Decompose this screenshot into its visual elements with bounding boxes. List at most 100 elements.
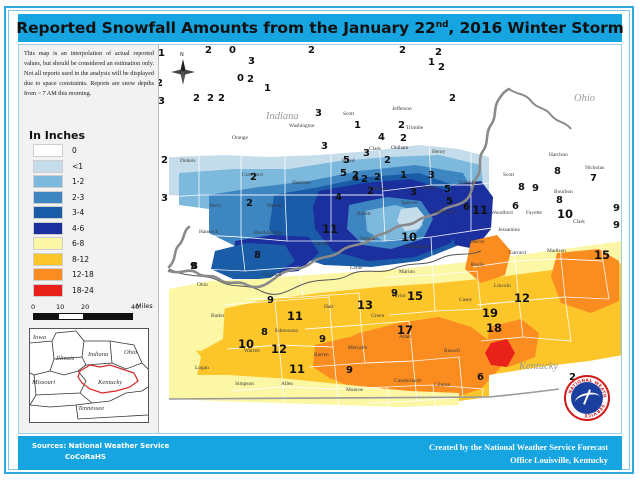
- county-label: Warren: [244, 348, 260, 354]
- snow-report-value: 2: [352, 170, 359, 181]
- legend-row: 6-8: [33, 236, 143, 252]
- snow-report-value: 2: [400, 133, 407, 144]
- snow-report-value: 2: [308, 45, 315, 56]
- county-label: Cumberland: [394, 378, 421, 384]
- county-label: Clark: [573, 219, 585, 225]
- snow-report-value: 9: [319, 334, 326, 345]
- snow-report-value: 17: [397, 323, 414, 337]
- snow-report-value: 3: [321, 141, 328, 152]
- snow-report-value: 9: [391, 288, 398, 299]
- scale-tick: 0: [31, 303, 36, 311]
- county-label: Harrison: [292, 180, 311, 186]
- county-label: Lincoln: [494, 283, 511, 289]
- sources-block: Sources: National Weather Service CoCoRa…: [32, 441, 169, 463]
- inset-state-tennessee: Tennessee: [78, 405, 105, 412]
- snow-report-value: 8: [554, 166, 561, 177]
- legend-label: 0: [72, 146, 77, 156]
- snow-report-value: 4: [378, 132, 385, 143]
- title-bar: Reported Snowfall Amounts from the Janua…: [16, 14, 624, 42]
- snow-report-value: 4: [352, 173, 359, 184]
- snow-report-value: 9: [613, 220, 620, 231]
- credit-line-2: Office Louisville, Kentucky: [510, 456, 608, 466]
- snow-report-value: 1: [428, 57, 435, 68]
- snow-report-value: 2: [384, 155, 391, 166]
- snow-report-value: 6: [512, 201, 519, 212]
- county-label: Hardin: [314, 241, 329, 247]
- credit-line-1: Created by the National Weather Service …: [429, 443, 608, 452]
- county-label: Meade: [267, 203, 282, 209]
- county-label: Dubois: [180, 158, 196, 164]
- county-label: Franklin: [459, 180, 478, 186]
- snow-report-value: 2: [435, 47, 442, 58]
- snow-report-value: 15: [594, 248, 611, 262]
- snow-report-value: 8: [556, 195, 563, 206]
- snow-report-value: 13: [357, 298, 374, 312]
- legend-swatch: [33, 237, 63, 251]
- county-label: Shelby: [421, 185, 436, 191]
- inset-state-indiana: Indiana: [88, 351, 109, 358]
- snow-report-value: 6: [463, 202, 470, 213]
- county-label: Adair: [399, 334, 412, 340]
- county-label: Anderson: [434, 209, 455, 215]
- legend-label: 6-8: [72, 239, 85, 249]
- snow-report-value: 3: [363, 148, 370, 159]
- county-label: Washington: [404, 244, 430, 250]
- county-label: Oldham: [391, 145, 409, 151]
- state-label-ohio: Ohio: [574, 93, 595, 104]
- county-label: Green: [371, 313, 385, 319]
- county-label: Scott: [503, 172, 515, 178]
- legend-row: 1-2: [33, 174, 143, 190]
- snow-report-value: 2: [569, 372, 576, 383]
- legend-swatch: [33, 283, 63, 297]
- snow-report-value: 2: [246, 198, 253, 209]
- svg-text:NATIONAL WEATHER: NATIONAL WEATHER: [566, 377, 608, 398]
- county-label: Jefferson: [392, 106, 412, 112]
- snow-report-value: 5: [340, 168, 347, 179]
- scale-bar-unit: Miles: [136, 302, 153, 310]
- county-label: Scott: [343, 111, 355, 117]
- county-label: Clinton: [434, 382, 451, 388]
- legend-swatch: [33, 144, 63, 158]
- nws-logo: NATIONAL WEATHER SERVICE: [564, 375, 610, 421]
- snow-report-value: 11: [289, 362, 306, 376]
- poster-outer-border: [4, 6, 634, 474]
- legend-row: 4-6: [33, 221, 143, 237]
- county-label: Hancock: [199, 229, 219, 235]
- legend-swatch: [33, 252, 63, 266]
- inset-state-illinois: Illinois: [56, 355, 75, 362]
- source-item-nws: National Weather Service: [68, 442, 170, 450]
- snow-report-value: 3: [158, 96, 165, 107]
- county-label: Nelson: [360, 236, 376, 242]
- snow-report-value: 1: [400, 170, 407, 181]
- snow-report-value: 2: [250, 172, 257, 183]
- snow-report-value: 2: [361, 174, 368, 185]
- inset-state-ohio: Ohio: [124, 349, 137, 356]
- legend-label: 4-6: [72, 223, 85, 233]
- snow-report-value: 15: [407, 289, 424, 303]
- legend-row: 2-3: [33, 190, 143, 206]
- county-label: Perry: [210, 203, 222, 209]
- snow-report-value: 3: [315, 108, 322, 119]
- county-label: Metcalfe: [348, 345, 368, 351]
- county-label: Floyd: [342, 158, 355, 164]
- snow-report-value: 1: [158, 48, 165, 59]
- sources-label: Sources:: [32, 442, 67, 450]
- legend-label: 18-24: [72, 285, 94, 295]
- snow-report-value: 1: [354, 120, 361, 131]
- legend-row: 18-24: [33, 283, 143, 299]
- county-label: Bourbon: [554, 189, 573, 195]
- county-label: Trimble: [406, 125, 424, 131]
- scale-bar-graphic: [33, 313, 133, 320]
- locator-inset-map: Iowa Illinois Indiana Ohio Missouri Kent…: [29, 328, 149, 423]
- snow-report-value: 2: [449, 93, 456, 104]
- scale-bar-ticks: Miles 0 10 20 40: [31, 302, 153, 313]
- snow-report-value: 0: [229, 45, 236, 56]
- county-label: Russell: [444, 348, 460, 354]
- source-item-cocorahs: CoCoRaHS: [65, 452, 106, 461]
- snow-report-value: 9: [267, 295, 274, 306]
- legend-row: 12-18: [33, 267, 143, 283]
- snow-report-value: 3: [161, 193, 168, 204]
- map-canvas[interactable]: N Indiana Ohio Kentucky Tennessee Dubois…: [18, 44, 622, 434]
- title-text-after: , 2016 Winter Storm: [448, 19, 624, 37]
